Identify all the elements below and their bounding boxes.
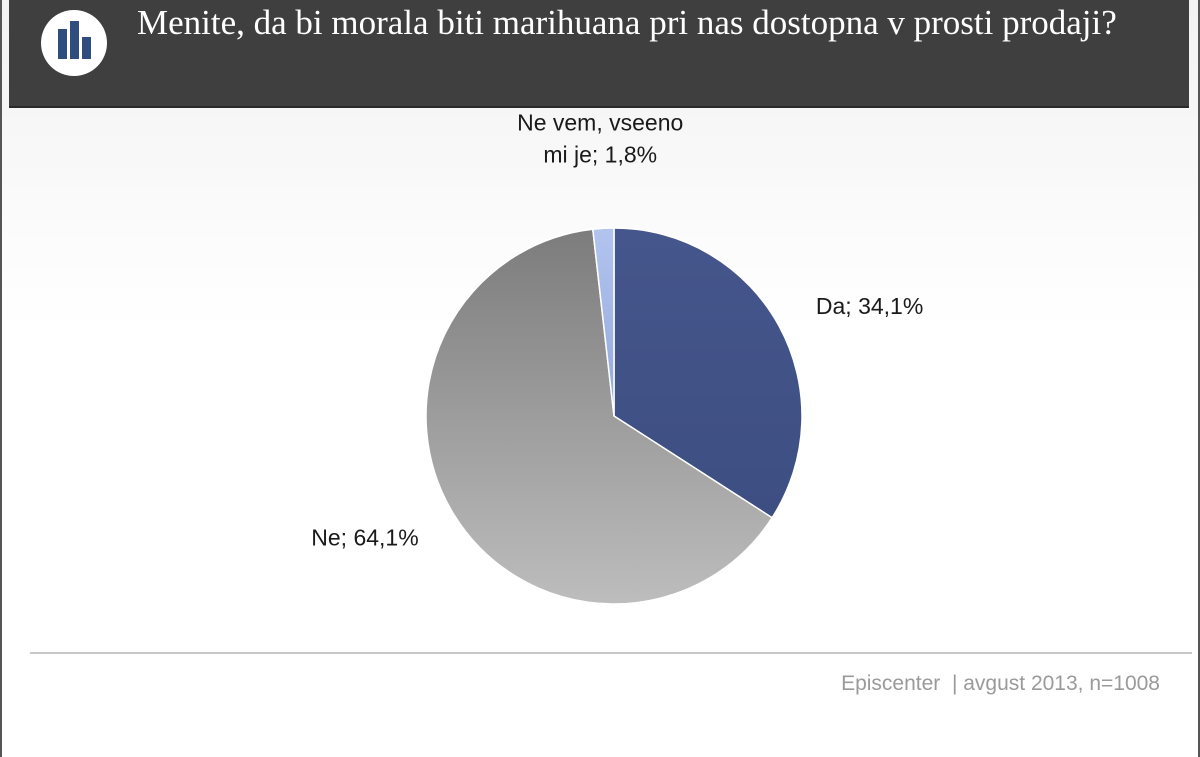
frame-border-right — [1198, 0, 1200, 757]
source-note: Episcenter | avgust 2013, n=1008 — [841, 672, 1160, 695]
chart-title: Menite, da bi morala biti marihuana pri … — [137, 3, 1117, 42]
pie-slice-ne-vem — [591, 227, 615, 417]
pie-label-da: Da; 34,1% — [816, 293, 923, 319]
footer-divider — [30, 652, 1192, 654]
pie-label-ne-vem: Ne vem, vseeno mi je; 1,8% — [517, 109, 683, 167]
chart-header: Menite, da bi morala biti marihuana pri … — [9, 0, 1189, 108]
pie-slice-da — [613, 227, 803, 519]
bar-chart-icon — [41, 10, 107, 76]
pie-slice-ne — [425, 228, 774, 605]
frame-border-left — [0, 0, 2, 757]
pie-label-ne: Ne; 64,1% — [311, 524, 418, 550]
